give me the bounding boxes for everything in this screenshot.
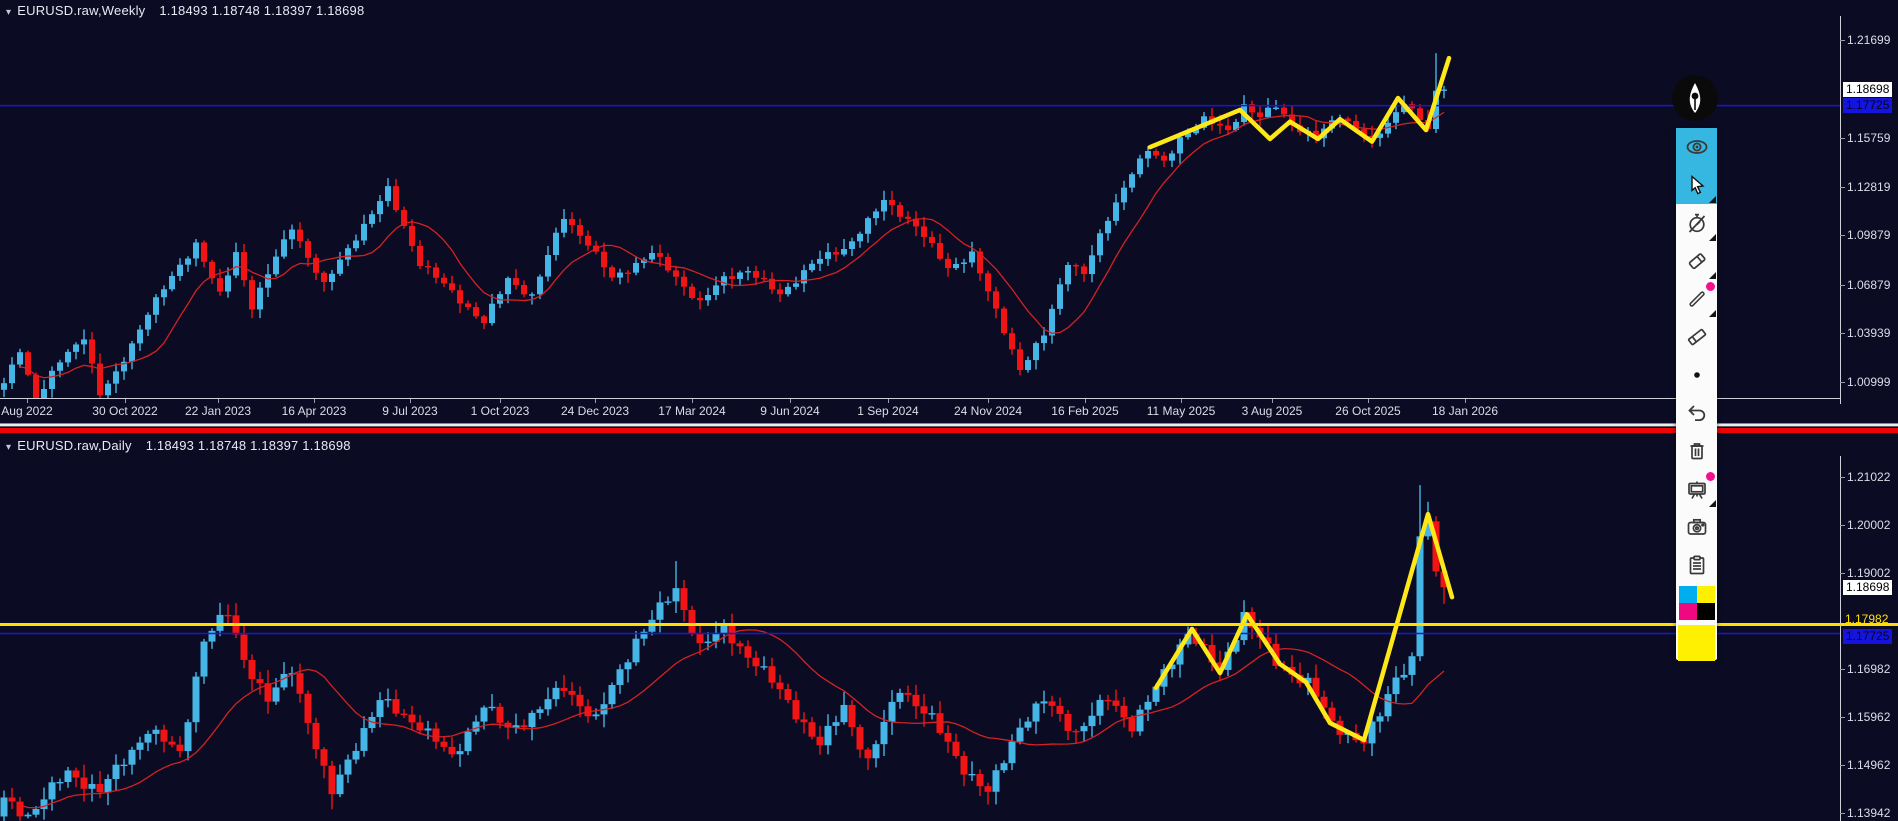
tool-pen-button[interactable] (1676, 280, 1717, 318)
tool-toggle-visibility-button[interactable] (1676, 128, 1717, 166)
pen-app-logo-icon[interactable] (1672, 75, 1718, 121)
eraser-icon (1687, 328, 1706, 346)
color-grid[interactable] (1678, 586, 1715, 620)
weekly-symbol-label: EURUSD.raw,Weekly (17, 3, 146, 18)
magenta-indicator-dot (1706, 282, 1715, 291)
tool-highlighter-button[interactable] (1676, 242, 1717, 280)
symbol-menu-arrow-icon[interactable]: ▾ (6, 7, 12, 18)
more-options-caret-icon[interactable] (1709, 272, 1716, 279)
tool-screenshot-button[interactable] (1676, 508, 1717, 546)
tool-clear-all-button[interactable] (1676, 432, 1717, 470)
dot-icon (1693, 372, 1700, 378)
magenta-indicator-dot (1706, 472, 1715, 481)
more-options-caret-icon[interactable] (1709, 500, 1716, 507)
window-splitter-mid[interactable] (0, 424, 1898, 426)
daily-ohlc-values: 1.18493 1.18748 1.18397 1.18698 (145, 438, 351, 453)
weekly-chart-title: ▾ EURUSD.raw,Weekly 1.18493 1.18748 1.1839… (6, 3, 364, 18)
undo-icon (1687, 405, 1705, 421)
active-window-red-bar (0, 428, 1898, 433)
eye-icon (1686, 140, 1707, 154)
tool-point-size-button[interactable] (1676, 356, 1717, 394)
cursor-icon (1690, 174, 1705, 195)
board-icon (1687, 481, 1706, 499)
trash-icon (1690, 443, 1703, 460)
tool-clipboard-button[interactable] (1676, 546, 1717, 584)
active-color-swatch[interactable] (1678, 625, 1715, 661)
annotation-toolbar (1676, 128, 1717, 661)
tool-whiteboard-button[interactable] (1676, 470, 1717, 508)
clipboard-icon (1689, 555, 1704, 575)
line-icon (1688, 291, 1705, 307)
tool-undo-button[interactable] (1676, 394, 1717, 432)
daily-chart-title: ▾ EURUSD.raw,Daily 1.18493 1.18748 1.18397… (6, 438, 351, 453)
tool-pause-timer-button[interactable] (1676, 204, 1717, 242)
yellow-annotation-line[interactable] (0, 623, 1898, 626)
window-splitter-bottom[interactable] (0, 426, 1898, 427)
tool-select-button[interactable] (1676, 166, 1717, 204)
stamp-icon (1688, 253, 1706, 270)
daily-symbol-label: EURUSD.raw,Daily (17, 438, 132, 453)
more-options-caret-icon[interactable] (1709, 196, 1716, 203)
weekly-ohlc-values: 1.18493 1.18748 1.18397 1.18698 (159, 3, 365, 18)
camera-icon (1687, 518, 1706, 535)
more-options-caret-icon[interactable] (1709, 310, 1716, 317)
more-options-caret-icon[interactable] (1709, 234, 1716, 241)
window-splitter-top[interactable] (0, 423, 1898, 424)
tool-eraser-button[interactable] (1676, 318, 1717, 356)
symbol-menu-arrow-icon[interactable]: ▾ (6, 442, 12, 453)
tool-active-color-button[interactable] (1676, 622, 1717, 664)
tool-palette-button[interactable] (1676, 584, 1717, 622)
stopwatch-icon (1688, 213, 1705, 233)
